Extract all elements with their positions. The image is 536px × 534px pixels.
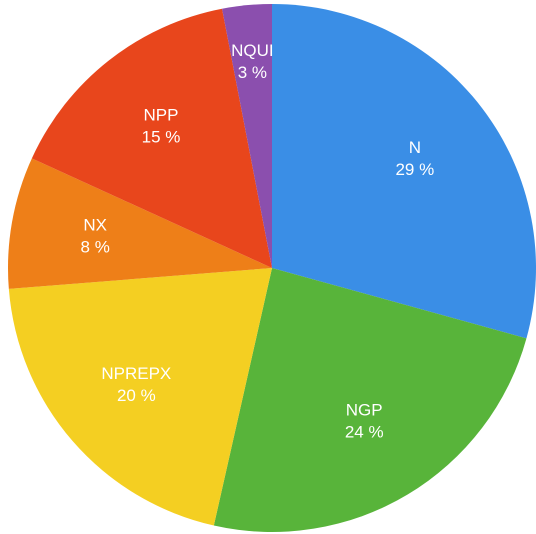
slice-value: 8 % [81, 237, 110, 256]
slice-value: 20 % [117, 386, 156, 405]
pie-slice [222, 4, 272, 268]
pie-slice [8, 158, 273, 289]
pie-slice [8, 268, 272, 526]
pie-slice [31, 8, 273, 269]
slice-label: NQUI [231, 41, 274, 60]
slice-value: 3 % [238, 63, 267, 82]
slice-label: NPP [144, 105, 179, 124]
slice-label: NX [83, 215, 107, 234]
slice-value: 24 % [345, 423, 384, 442]
pie-slice [213, 268, 527, 533]
slice-label: N [409, 138, 421, 157]
slice-label: NGP [346, 401, 383, 420]
slice-value: 29 % [395, 160, 434, 179]
slice-value: 15 % [142, 127, 181, 146]
pie-slice [272, 4, 536, 339]
slice-label: NPREPX [101, 364, 171, 383]
